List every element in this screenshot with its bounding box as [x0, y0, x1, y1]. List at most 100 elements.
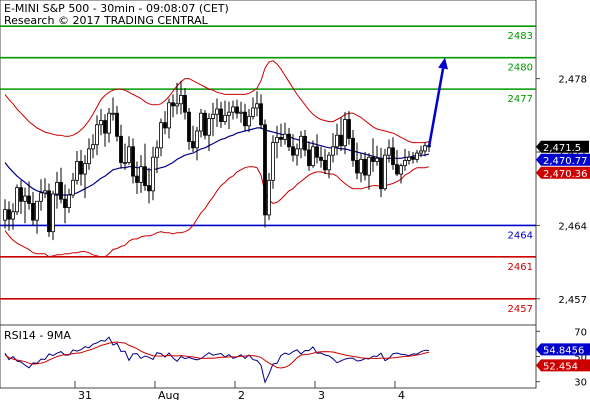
candle — [143, 143, 147, 191]
candle — [3, 199, 7, 229]
candle — [263, 119, 267, 228]
candle — [231, 100, 235, 120]
candle — [115, 105, 119, 142]
candle — [287, 127, 291, 151]
candle — [343, 112, 347, 155]
candle — [71, 172, 75, 199]
candle — [39, 179, 43, 211]
candle — [407, 150, 411, 165]
candle — [235, 99, 239, 119]
candle — [67, 188, 71, 213]
candle — [135, 161, 139, 194]
candle — [19, 180, 23, 214]
candle — [331, 133, 335, 163]
candle — [7, 201, 11, 231]
candle — [391, 137, 395, 170]
candle — [51, 190, 55, 241]
svg-text:54.8456: 54.8456 — [543, 345, 584, 356]
candle — [411, 152, 415, 164]
level-lines: 2483 2480 2477 2464 2461 2457 — [0, 25, 536, 315]
value-badge: 2,470.36 — [536, 166, 590, 180]
candle — [63, 184, 67, 224]
candle — [295, 143, 299, 166]
candle — [403, 148, 407, 171]
candle — [95, 115, 99, 156]
chart-title: E-MINI S&P 500 - 30min - 09:08:07 (CET) — [4, 2, 229, 15]
candle — [279, 123, 283, 147]
candle — [419, 145, 423, 158]
candle — [127, 136, 131, 165]
candle — [251, 97, 255, 120]
forecast-arrow-head — [438, 57, 448, 70]
rsi-value-badge: 54.8456 — [536, 343, 590, 356]
rsi-ma-line — [4, 341, 430, 369]
candle — [83, 155, 87, 199]
candle — [307, 141, 311, 171]
candle — [167, 98, 171, 139]
svg-text:2,470.36: 2,470.36 — [543, 169, 588, 180]
candle — [187, 107, 191, 150]
level-label: 2483 — [508, 31, 533, 42]
candle — [131, 138, 135, 184]
candle — [367, 153, 371, 190]
candle — [55, 171, 59, 209]
candle — [79, 149, 83, 186]
x-tick-label: 31 — [78, 389, 92, 400]
y-axis: 2,478 2,471 2,464 2,457 70 50 30 — [536, 75, 587, 389]
candle — [275, 125, 279, 159]
candle — [383, 148, 387, 191]
value-badge: 2,470.77 — [536, 153, 590, 167]
bollinger-lower-line — [4, 166, 430, 258]
candle — [183, 88, 187, 120]
candle — [303, 130, 307, 157]
level-label: 2480 — [508, 63, 533, 74]
candle — [347, 111, 351, 145]
candle — [299, 131, 303, 159]
y-tick-label: 2,478 — [558, 75, 587, 86]
value-badge: 2,471.5 — [536, 140, 589, 154]
candle — [267, 172, 271, 221]
candle — [199, 109, 203, 138]
svg-text:52.454: 52.454 — [543, 361, 578, 372]
candle — [371, 138, 375, 172]
candle — [283, 122, 287, 145]
candle — [415, 149, 419, 163]
candle — [255, 91, 259, 117]
rsi-y-tick-label: 70 — [574, 327, 587, 338]
indicator-lines — [4, 60, 430, 258]
rsi-lines — [4, 336, 430, 384]
candle — [99, 109, 103, 136]
rsi-y-tick-label: 30 — [574, 378, 587, 389]
candle — [379, 147, 383, 198]
candle — [155, 140, 159, 173]
candle — [23, 187, 27, 224]
x-tick-label: 2 — [238, 389, 245, 400]
svg-text:2,470.77: 2,470.77 — [543, 156, 588, 167]
rsi-y-tick-label: 50 — [574, 353, 587, 364]
candle — [359, 153, 363, 183]
price-badges: 2,471.5 2,470.77 2,470.36 54.8456 52.454 — [536, 140, 590, 372]
candle — [119, 124, 123, 169]
moving-average-line — [4, 127, 430, 196]
candle — [75, 150, 79, 185]
candle — [223, 100, 227, 125]
candle — [387, 139, 391, 163]
candle — [323, 148, 327, 175]
chart-subtitle: Research © 2017 TRADING CENTRAL — [4, 14, 209, 27]
candle — [423, 142, 427, 157]
level-label: 2457 — [508, 304, 533, 315]
rsi-value-badge: 52.454 — [536, 359, 590, 372]
candle — [399, 163, 403, 184]
level-label: 2477 — [508, 94, 533, 105]
candle — [215, 98, 219, 127]
candle — [139, 155, 143, 193]
candle — [247, 109, 251, 133]
candle — [159, 118, 163, 157]
candle — [319, 146, 323, 168]
x-tick-label: 4 — [398, 389, 405, 400]
candle — [175, 82, 179, 115]
candle — [123, 143, 127, 170]
forecast-arrow-shaft — [427, 68, 445, 147]
candle — [339, 117, 343, 151]
